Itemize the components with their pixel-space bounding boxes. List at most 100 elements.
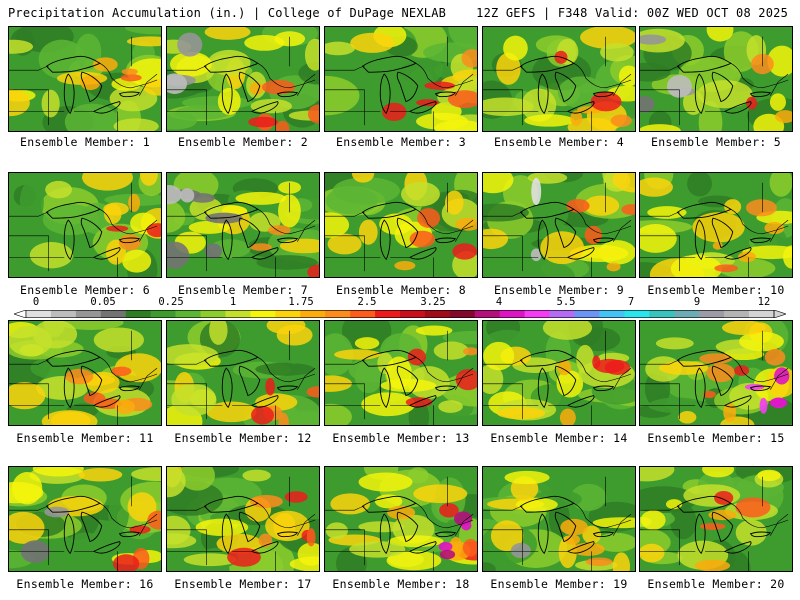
member-label: Ensemble Member: 17	[174, 577, 312, 591]
precip-field	[325, 27, 477, 131]
member-label: Ensemble Member: 9	[493, 283, 625, 297]
colorbar-swatch	[225, 310, 251, 318]
precip-field	[325, 173, 477, 277]
member-label: Ensemble Member: 11	[16, 431, 154, 445]
colorbar-swatch	[325, 310, 351, 318]
colorbar-swatch	[375, 310, 401, 318]
colorbar-tick-label: 0.05	[90, 296, 116, 308]
ensemble-member-map	[639, 26, 793, 132]
colorbar-swatch	[400, 310, 426, 318]
precip-field	[483, 173, 635, 277]
colorbar-tick-label: 2.5	[357, 296, 377, 308]
colorbar-swatch	[175, 310, 201, 318]
colorbar-swatch	[275, 310, 301, 318]
colorbar-tick-label: 5.5	[556, 296, 576, 308]
precip-field	[167, 467, 319, 571]
colorbar-swatch	[649, 310, 675, 318]
colorbar-swatch	[549, 310, 575, 318]
colorbar-tick-label: 0.25	[158, 296, 184, 308]
member-label: Ensemble Member: 8	[335, 283, 467, 297]
colorbar-swatch	[75, 310, 102, 318]
member-label: Ensemble Member: 20	[647, 577, 785, 591]
colorbar	[14, 310, 786, 318]
colorbar-swatch	[499, 310, 525, 318]
ensemble-member-map	[482, 320, 636, 426]
ensemble-member-map	[639, 172, 793, 278]
precip-field	[483, 321, 635, 425]
precip-field	[167, 27, 319, 131]
colorbar-tick-label: 7	[627, 296, 635, 308]
ensemble-member-map	[166, 172, 320, 278]
colorbar-swatch	[624, 310, 650, 318]
colorbar-tick-label: 1	[229, 296, 237, 308]
colorbar-swatch	[350, 310, 376, 318]
precip-field	[167, 321, 319, 425]
ensemble-member-map	[324, 466, 478, 572]
precip-field	[640, 467, 792, 571]
ensemble-member-map	[166, 466, 320, 572]
colorbar-swatch	[599, 310, 625, 318]
colorbar-swatch	[26, 310, 52, 318]
colorbar-swatch	[250, 310, 276, 318]
member-label: Ensemble Member: 19	[490, 577, 628, 591]
colorbar-tick-label: 3.25	[420, 296, 446, 308]
precip-field	[483, 467, 635, 571]
member-label: Ensemble Member: 6	[19, 283, 151, 297]
precip-field	[167, 173, 319, 277]
member-label: Ensemble Member: 1	[19, 135, 151, 149]
precip-field	[640, 27, 792, 131]
member-label: Ensemble Member: 15	[647, 431, 785, 445]
ensemble-member-map	[639, 320, 793, 426]
colorbar-swatch	[674, 310, 700, 318]
colorbar-swatch	[150, 310, 176, 318]
member-label: Ensemble Member: 4	[493, 135, 625, 149]
ensemble-member-map	[8, 172, 162, 278]
precip-field	[325, 321, 477, 425]
precip-field	[325, 467, 477, 571]
colorbar-swatch	[524, 310, 550, 318]
precip-field	[9, 467, 161, 571]
colorbar-swatch	[749, 310, 775, 318]
ensemble-member-map	[324, 320, 478, 426]
colorbar-min-arrow	[14, 310, 27, 318]
precip-field	[9, 321, 161, 425]
member-label: Ensemble Member: 13	[332, 431, 470, 445]
precip-field	[640, 173, 792, 277]
ensemble-member-map	[8, 26, 162, 132]
precip-field	[9, 27, 161, 131]
ensemble-member-map	[166, 320, 320, 426]
colorbar-swatch	[724, 310, 750, 318]
member-label: Ensemble Member: 7	[177, 283, 309, 297]
colorbar-tick-label: 9	[693, 296, 701, 308]
member-label: Ensemble Member: 2	[177, 135, 309, 149]
colorbar-swatch	[125, 310, 151, 318]
run-info: 12Z GEFS | F348 Valid: 00Z WED OCT 08 20…	[476, 6, 788, 20]
colorbar-tick-label: 4	[495, 296, 503, 308]
page-title: Precipitation Accumulation (in.) | Colle…	[8, 6, 447, 20]
colorbar-swatch	[424, 310, 451, 318]
colorbar-swatch	[200, 310, 226, 318]
ensemble-member-map	[482, 26, 636, 132]
colorbar-swatch	[300, 310, 326, 318]
member-label: Ensemble Member: 18	[332, 577, 470, 591]
colorbar-max-arrow	[773, 310, 786, 318]
member-label: Ensemble Member: 10	[647, 283, 785, 297]
ensemble-member-map	[482, 466, 636, 572]
precip-field	[9, 173, 161, 277]
colorbar-swatch	[50, 310, 77, 318]
colorbar-tick-label: 0	[32, 296, 40, 308]
ensemble-member-map	[166, 26, 320, 132]
colorbar-swatch	[474, 310, 501, 318]
precip-field	[483, 27, 635, 131]
member-label: Ensemble Member: 14	[490, 431, 628, 445]
member-label: Ensemble Member: 5	[650, 135, 782, 149]
colorbar-swatch	[449, 310, 476, 318]
colorbar-swatch	[699, 310, 725, 318]
colorbar-tick-label: 12	[757, 296, 771, 308]
member-label: Ensemble Member: 12	[174, 431, 312, 445]
colorbar-tick-label: 1.75	[288, 296, 314, 308]
ensemble-member-map	[8, 320, 162, 426]
member-label: Ensemble Member: 16	[16, 577, 154, 591]
colorbar-graphic	[14, 310, 786, 318]
colorbar-swatch	[100, 310, 127, 318]
